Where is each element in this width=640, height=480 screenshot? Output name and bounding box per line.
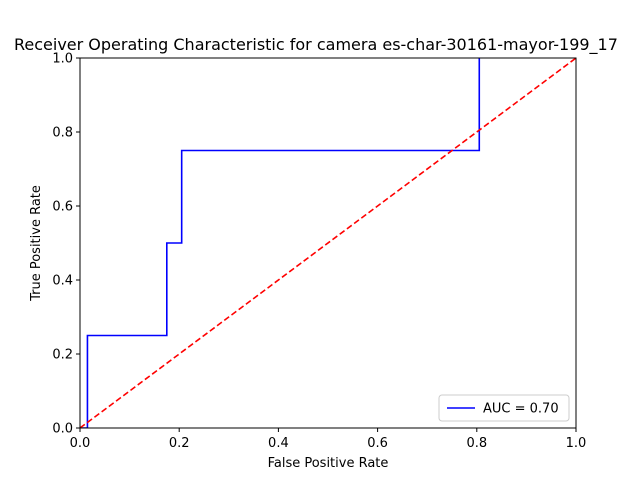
roc-curve-line	[80, 58, 481, 428]
x-tick-label: 1.0	[566, 436, 587, 451]
x-tick-label: 0.4	[268, 436, 289, 451]
legend-label: AUC = 0.70	[483, 402, 559, 417]
y-tick-label: 0.6	[52, 200, 73, 215]
chance-diagonal-line	[80, 58, 576, 428]
x-tick-label: 0.2	[169, 436, 190, 451]
y-axis-label: True Positive Rate	[29, 185, 44, 302]
y-tick-label: 0.0	[52, 422, 73, 437]
legend-box	[438, 394, 570, 422]
y-tick-label: 0.2	[52, 348, 73, 363]
x-tick-label: 0.8	[466, 436, 487, 451]
plot-frame	[79, 57, 577, 429]
ticks-layer: 0.0 0.2 0.4 0.6 0.8 1.0 0.0 0.2 0.4 0.6 0.8 1.0	[52, 52, 586, 452]
x-tick-label: 0.0	[70, 436, 91, 451]
x-tick-label: 0.6	[367, 436, 388, 451]
y-tick-label: 1.0	[52, 52, 73, 67]
y-tick-label: 0.8	[52, 126, 73, 141]
y-tick-label: 0.4	[52, 274, 73, 289]
legend: AUC = 0.70	[438, 394, 570, 422]
x-axis-label: False Positive Rate	[268, 456, 389, 471]
series-layer	[80, 58, 576, 428]
chart-title: Receiver Operating Characteristic for ca…	[14, 35, 618, 55]
